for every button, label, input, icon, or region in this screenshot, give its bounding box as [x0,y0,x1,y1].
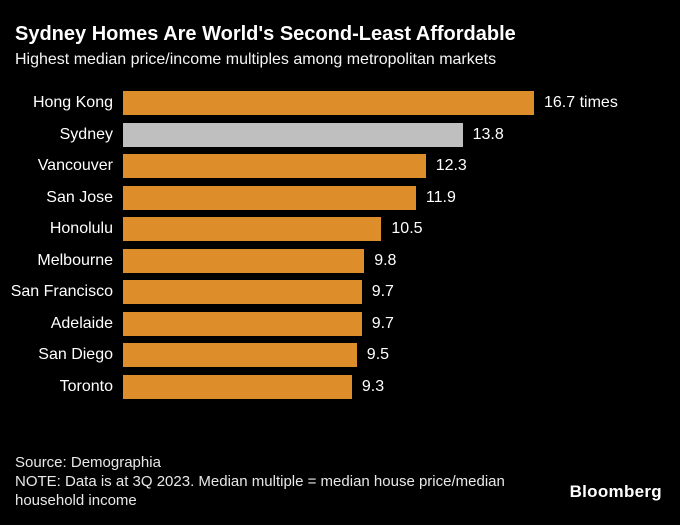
bar [123,248,365,273]
category-label: Toronto [59,377,113,395]
category-label: Vancouver [37,157,113,174]
value-label: 11.9 [425,188,456,206]
bar-track: 9.7 [123,311,680,336]
chart-subtitle: Highest median price/income multiples am… [15,51,497,68]
bar-track: 16.7 times [123,91,680,115]
chart-row: San Diego 9.5 [0,343,680,367]
bloomberg-logo: Bloomberg [569,482,662,501]
bar [123,91,534,115]
category-label: Sydney [59,125,113,143]
bar-track: 9.8 [123,248,680,273]
bar [123,280,362,304]
category-label: Honolulu [49,220,113,237]
chart-row: Vancouver 12.3 [0,154,680,178]
value-label: 9.8 [374,251,397,269]
value-label: 16.7 times [544,94,618,111]
value-label: 10.5 [391,220,423,237]
bar-track: 9.3 [123,374,680,399]
value-label: 9.3 [361,377,385,395]
bar [123,311,362,336]
bar [123,374,352,399]
chart-row: Sydney 13.8 [0,122,680,147]
value-label: 9.7 [371,283,394,300]
chart-row: Adelaide 9.7 [0,311,680,336]
category-label: San Jose [46,188,113,206]
bar [123,343,357,367]
category-label: Melbourne [37,251,113,269]
value-label: 9.7 [371,314,394,332]
bar-track: 13.8 [123,122,680,147]
value-label: 9.5 [366,346,390,363]
chart-footer: Source: Demographia NOTE: Data is at 3Q … [15,453,535,510]
chart-row: Melbourne 9.8 [0,248,680,273]
source-text: Source: Demographia [15,454,161,471]
bar [123,185,416,210]
chart-row: San Francisco 9.7 [0,280,680,304]
bar-track: 9.5 [123,343,680,367]
value-label: 13.8 [472,125,504,143]
bar-track: 11.9 [123,185,680,210]
note-text: NOTE: Data is at 3Q 2023. Median multipl… [15,473,505,509]
category-label: Adelaide [50,314,113,332]
bar-track: 10.5 [123,217,680,241]
chart-header: Sydney Homes Are World's Second-Least Af… [0,0,680,69]
chart-row: Honolulu 10.5 [0,217,680,241]
chart-row: San Jose 11.9 [0,185,680,210]
bar [123,122,463,147]
category-label: San Francisco [10,283,113,300]
value-label: 12.3 [435,157,467,174]
category-label: Hong Kong [32,94,113,111]
bar [123,217,382,241]
bar-track: 9.7 [123,280,680,304]
chart-row: Hong Kong 16.7 times [0,91,680,115]
chart-title: Sydney Homes Are World's Second-Least Af… [15,23,516,45]
chart-row: Toronto 9.3 [0,374,680,399]
bar [123,154,426,178]
bar-track: 12.3 [123,154,680,178]
horizontal-bar-chart: Hong Kong 16.7 times Sydney 13.8 Vancouver 12… [0,91,680,399]
category-label: San Diego [38,346,113,363]
